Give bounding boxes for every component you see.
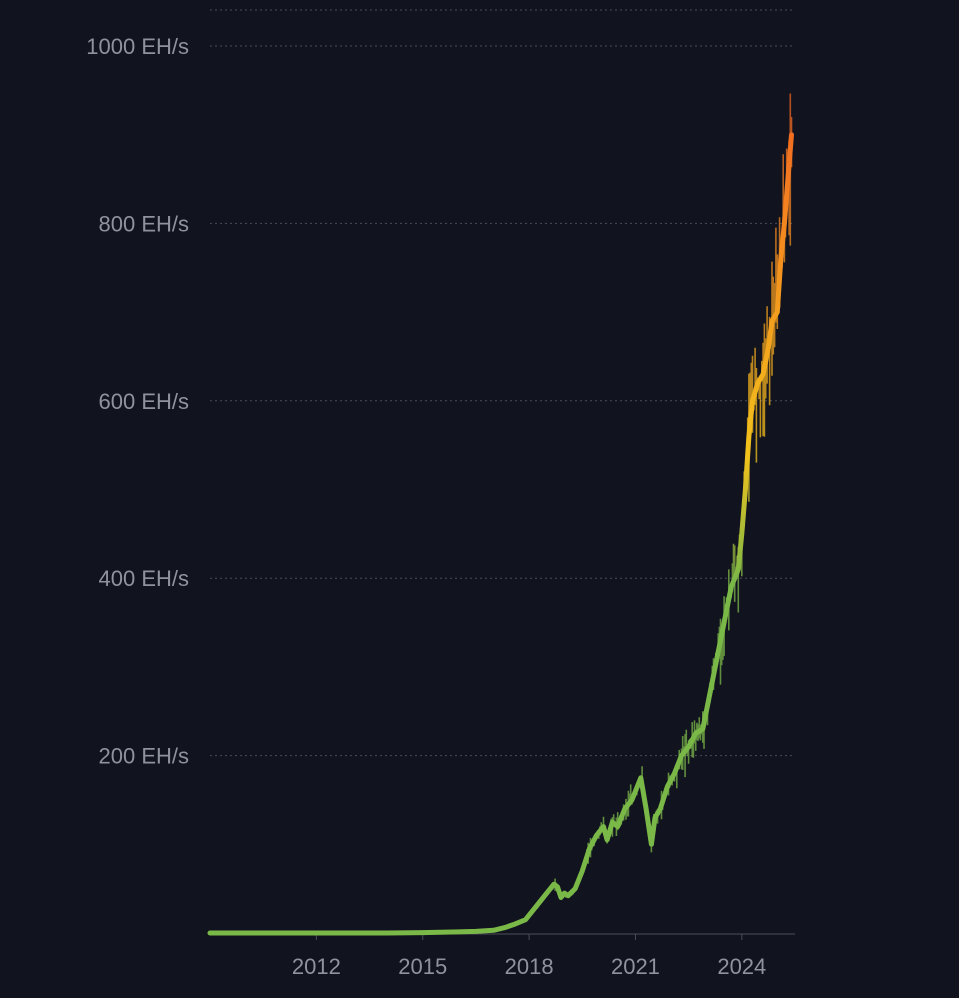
- x-tick-label: 2012: [292, 954, 341, 979]
- data-point: [751, 399, 754, 402]
- data-point: [762, 373, 765, 376]
- data-point: [279, 932, 282, 935]
- y-tick-label: 800 EH/s: [99, 211, 190, 236]
- data-point: [756, 382, 759, 385]
- data-point: [602, 825, 605, 828]
- data-point: [740, 532, 743, 535]
- data-point: [776, 311, 779, 314]
- data-point: [421, 931, 424, 934]
- data-point: [567, 894, 570, 897]
- y-tick-label: 600 EH/s: [99, 389, 190, 414]
- data-point: [524, 918, 527, 921]
- data-point: [574, 887, 577, 890]
- data-point: [694, 732, 697, 735]
- y-tick-label: 1000 EH/s: [86, 34, 189, 59]
- data-point: [616, 825, 619, 828]
- x-tick-label: 2018: [505, 954, 554, 979]
- series-volatility-spikes: [520, 93, 793, 923]
- data-point: [645, 807, 648, 810]
- data-point: [630, 799, 633, 802]
- data-point: [659, 807, 662, 810]
- data-point: [595, 834, 598, 837]
- data-point: [611, 821, 614, 824]
- data-point: [650, 843, 653, 846]
- data-point: [386, 932, 389, 935]
- data-point: [779, 257, 782, 260]
- data-point: [457, 930, 460, 933]
- y-tick-label: 400 EH/s: [99, 566, 190, 591]
- data-point: [716, 657, 719, 660]
- data-point: [790, 133, 793, 136]
- data-point: [513, 923, 516, 926]
- data-point: [581, 869, 584, 872]
- data-point: [556, 885, 559, 888]
- data-point: [723, 621, 726, 624]
- data-point: [786, 178, 789, 181]
- data-point: [634, 790, 637, 793]
- data-point: [767, 346, 770, 349]
- data-point: [783, 222, 786, 225]
- data-point: [737, 568, 740, 571]
- data-point: [560, 896, 563, 899]
- data-point: [545, 892, 548, 895]
- data-point: [708, 692, 711, 695]
- hashrate-series: [207, 93, 794, 936]
- data-point: [552, 883, 555, 886]
- y-axis-tick-labels: 200 EH/s 400 EH/s 600 EH/s 800 EH/s 1000 EH/…: [86, 34, 189, 769]
- data-point: [503, 926, 506, 929]
- data-point: [744, 488, 747, 491]
- x-tick-label: 2015: [398, 954, 447, 979]
- data-point: [563, 892, 566, 895]
- data-point: [730, 586, 733, 589]
- data-point: [687, 745, 690, 748]
- data-point: [244, 932, 247, 935]
- data-point: [771, 320, 774, 323]
- grid-lines: [210, 9, 795, 935]
- data-point: [639, 776, 642, 779]
- x-axis-tick-labels: 2012 2015 2018 2021 2024: [292, 934, 766, 979]
- data-point: [606, 838, 609, 841]
- data-point: [588, 847, 591, 850]
- x-tick-label: 2021: [611, 954, 660, 979]
- data-point: [209, 932, 212, 935]
- data-point: [538, 901, 541, 904]
- data-point: [350, 932, 353, 935]
- data-point: [701, 728, 704, 731]
- data-point: [531, 909, 534, 912]
- series-line: [207, 132, 794, 936]
- data-point: [492, 929, 495, 932]
- data-point: [623, 807, 626, 810]
- data-point: [315, 932, 318, 935]
- data-point: [666, 785, 669, 788]
- x-tick-label: 2024: [717, 954, 766, 979]
- data-point: [673, 772, 676, 775]
- data-point: [654, 816, 657, 819]
- data-point: [747, 435, 750, 438]
- data-point: [680, 754, 683, 757]
- y-tick-label: 200 EH/s: [99, 744, 190, 769]
- data-point: [474, 930, 477, 933]
